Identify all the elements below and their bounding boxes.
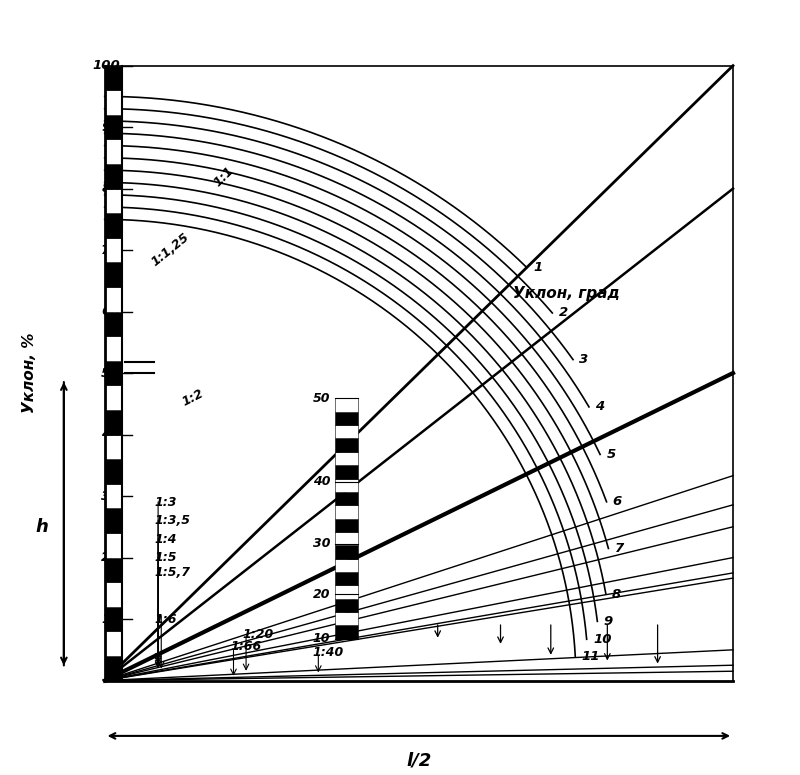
Bar (105, 213, 122, 238)
Text: 5: 5 (606, 448, 616, 461)
Bar (335, 572, 358, 585)
Text: 1:5: 1:5 (155, 551, 178, 564)
Text: 1:1: 1:1 (211, 164, 237, 189)
Text: 100: 100 (92, 59, 120, 72)
Bar (105, 263, 122, 287)
Text: 50: 50 (102, 367, 120, 380)
Bar (335, 505, 358, 518)
Bar (105, 336, 122, 361)
Text: 1:3,5: 1:3,5 (155, 514, 191, 527)
Bar (105, 66, 122, 90)
Text: 3: 3 (579, 353, 589, 366)
Text: 1:3: 1:3 (155, 496, 178, 508)
Text: 80: 80 (102, 182, 120, 195)
Bar (105, 508, 122, 533)
Text: 9: 9 (604, 615, 613, 628)
Bar (335, 559, 358, 572)
Text: 40: 40 (102, 428, 120, 441)
Text: 10: 10 (313, 632, 330, 646)
Bar (105, 410, 122, 435)
Bar (335, 612, 358, 625)
Bar (335, 625, 358, 639)
Text: 50: 50 (313, 392, 330, 405)
Text: 40: 40 (313, 475, 330, 488)
Text: Уклон, %: Уклон, % (22, 332, 37, 413)
Text: 90: 90 (102, 121, 120, 133)
Text: 1:40: 1:40 (312, 646, 343, 660)
Text: 1: 1 (533, 261, 542, 274)
Text: 2: 2 (558, 306, 568, 319)
Text: l/2: l/2 (406, 752, 431, 770)
Text: 4: 4 (595, 401, 605, 413)
Text: 1:5,7: 1:5,7 (155, 567, 191, 580)
Text: 1:4: 1:4 (155, 532, 178, 546)
Bar (105, 140, 122, 164)
Bar (335, 599, 358, 612)
Bar (105, 607, 122, 632)
Bar (335, 412, 358, 425)
Bar (335, 585, 358, 599)
Text: 10: 10 (593, 633, 611, 646)
Text: 11: 11 (582, 650, 600, 663)
Text: 30: 30 (102, 490, 120, 503)
Bar (335, 465, 358, 478)
Text: 6: 6 (613, 495, 622, 508)
Bar (105, 238, 122, 263)
Bar (105, 361, 122, 385)
Bar (105, 115, 122, 140)
Bar (105, 164, 122, 188)
Bar (335, 546, 358, 559)
Bar (105, 287, 122, 312)
Bar (335, 425, 358, 439)
Bar (105, 312, 122, 336)
Bar (105, 656, 122, 680)
Bar (105, 90, 122, 115)
Bar (335, 478, 358, 492)
Text: 1:66: 1:66 (230, 640, 262, 653)
Bar (105, 188, 122, 213)
Text: 8: 8 (612, 587, 622, 601)
Bar (335, 492, 358, 505)
Bar (335, 452, 358, 465)
Bar (335, 398, 358, 412)
Bar (105, 582, 122, 607)
Text: 30: 30 (313, 537, 330, 550)
Bar (335, 518, 358, 532)
Text: 1:6: 1:6 (155, 612, 178, 625)
Text: h: h (35, 518, 48, 536)
Bar (335, 439, 358, 452)
Text: 1:2: 1:2 (180, 387, 206, 408)
Bar (105, 557, 122, 582)
Text: 1:1,25: 1:1,25 (149, 231, 192, 269)
Bar (105, 435, 122, 460)
Text: 20: 20 (102, 551, 120, 564)
Bar (335, 532, 358, 546)
Bar (105, 632, 122, 656)
Text: 10: 10 (102, 612, 120, 625)
Text: 1:20: 1:20 (243, 628, 274, 641)
Bar (105, 484, 122, 508)
Text: 70: 70 (102, 243, 120, 257)
Text: 60: 60 (102, 305, 120, 318)
Bar (105, 385, 122, 410)
Text: 20: 20 (313, 588, 330, 601)
Bar (105, 460, 122, 484)
Text: 7: 7 (614, 542, 624, 555)
Bar (105, 533, 122, 557)
Text: Уклон, град: Уклон, град (513, 286, 620, 301)
